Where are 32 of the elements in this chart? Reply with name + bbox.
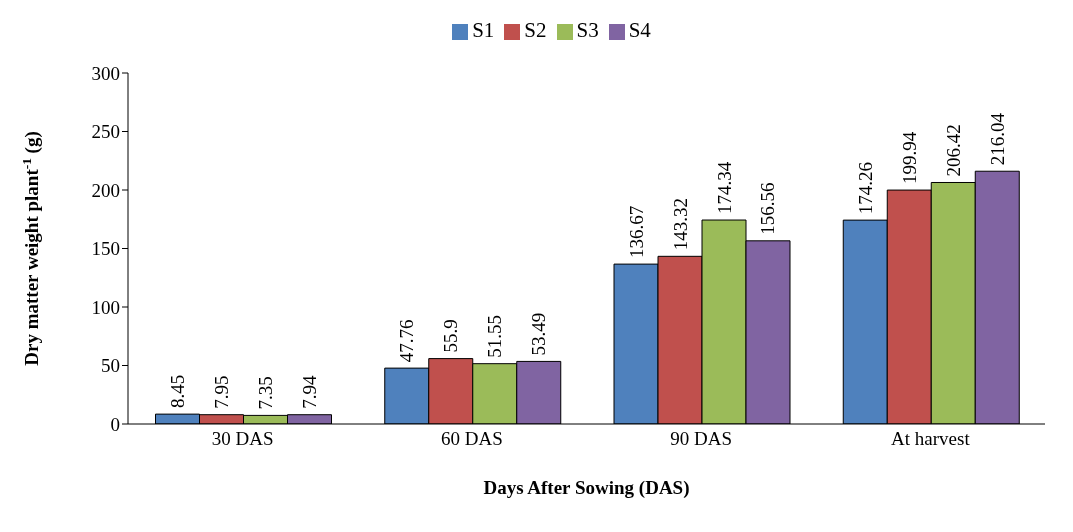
data-label: 7.94 bbox=[299, 374, 321, 409]
x-tick-label: 60 DAS bbox=[440, 428, 503, 450]
data-label: 143.32 bbox=[669, 198, 691, 251]
data-label: 53.49 bbox=[528, 312, 550, 356]
data-label: 199.94 bbox=[898, 131, 920, 185]
data-label: 206.42 bbox=[942, 124, 964, 177]
x-tick-label: 30 DAS bbox=[211, 428, 274, 450]
y-tick-label: 150 bbox=[91, 238, 120, 260]
data-label: 51.55 bbox=[484, 314, 506, 358]
y-tick-label: 100 bbox=[91, 296, 120, 318]
data-label: 174.26 bbox=[854, 161, 876, 215]
legend-label: S2 bbox=[524, 18, 547, 42]
y-tick-label: 50 bbox=[101, 355, 120, 377]
y-tick-label: 250 bbox=[91, 121, 120, 143]
data-label: 216.04 bbox=[986, 112, 1008, 166]
x-tick-label: At harvest bbox=[891, 428, 971, 450]
x-axis-title: Days After Sowing (DAS) bbox=[483, 477, 690, 499]
legend-label: S4 bbox=[628, 18, 651, 42]
data-label: 8.45 bbox=[167, 374, 189, 409]
data-label: 47.76 bbox=[396, 319, 418, 363]
data-label: 7.95 bbox=[211, 375, 233, 409]
data-label: 55.9 bbox=[440, 319, 462, 353]
data-label: 174.34 bbox=[713, 161, 735, 215]
data-label: 7.35 bbox=[255, 376, 277, 410]
legend-label: S3 bbox=[576, 18, 599, 42]
x-tick-label: 90 DAS bbox=[670, 428, 733, 450]
y-tick-label: 200 bbox=[91, 179, 120, 201]
data-label: 156.56 bbox=[757, 182, 779, 235]
y-tick-label: 300 bbox=[91, 62, 120, 84]
legend-label: S1 bbox=[472, 18, 495, 42]
y-tick-label: 0 bbox=[110, 413, 120, 435]
data-label: 136.67 bbox=[625, 205, 647, 259]
